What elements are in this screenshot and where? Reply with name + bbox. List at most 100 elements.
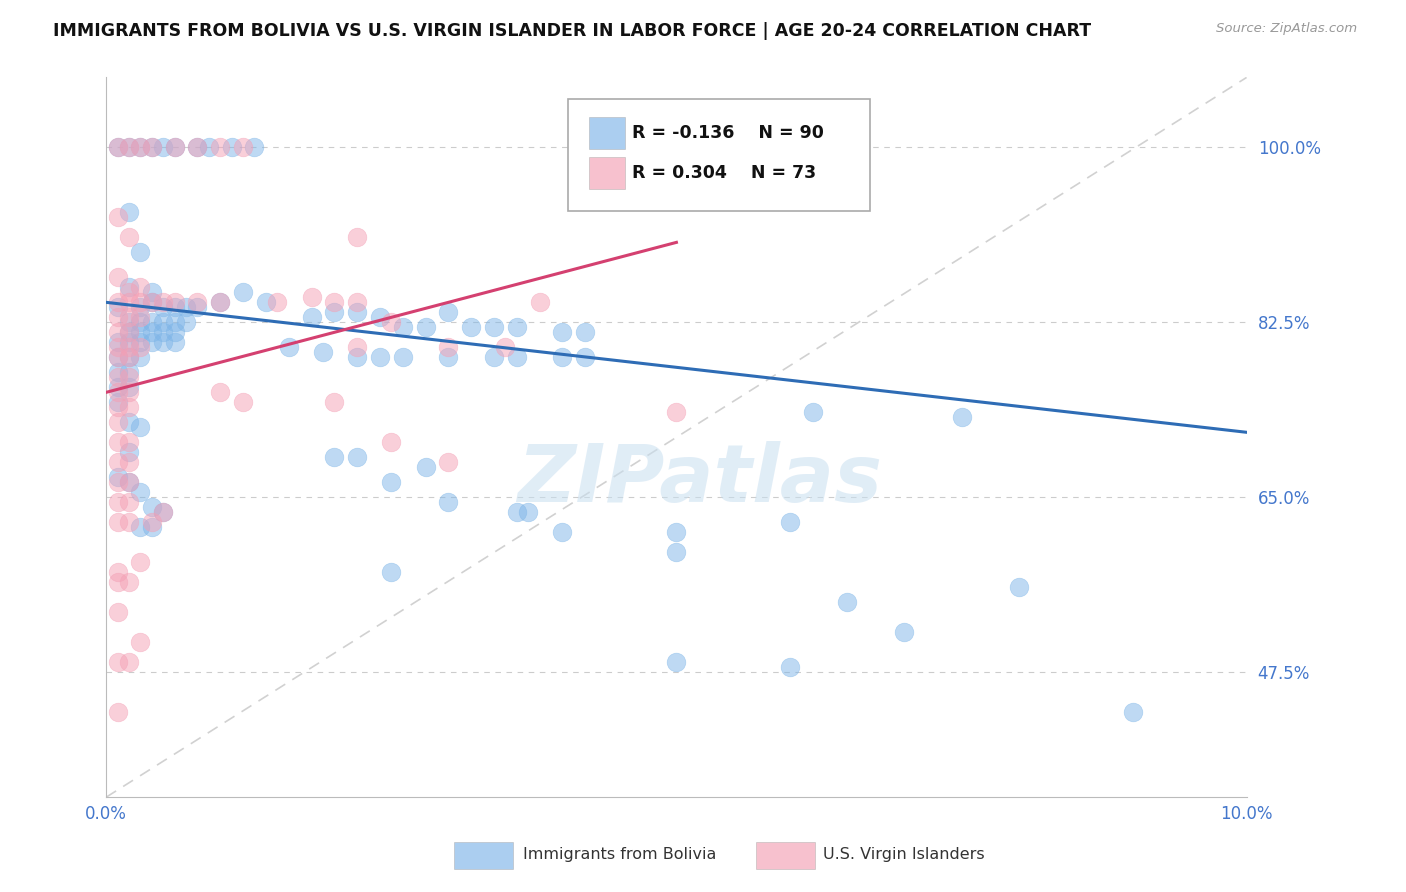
Point <box>232 140 254 154</box>
Point <box>118 315 141 329</box>
Point <box>107 415 129 429</box>
Point <box>346 450 368 465</box>
Text: IMMIGRANTS FROM BOLIVIA VS U.S. VIRGIN ISLANDER IN LABOR FORCE | AGE 20-24 CORRE: IMMIGRANTS FROM BOLIVIA VS U.S. VIRGIN I… <box>53 22 1091 40</box>
Point <box>174 315 197 329</box>
Point <box>779 660 801 674</box>
Point <box>107 455 129 469</box>
Point <box>129 340 152 354</box>
Point <box>312 345 335 359</box>
Point <box>163 315 186 329</box>
Point <box>277 340 299 354</box>
Point <box>209 295 232 310</box>
Point <box>118 475 141 490</box>
Point <box>380 435 402 450</box>
Point <box>346 295 368 310</box>
Point <box>129 315 152 329</box>
Point <box>141 500 163 515</box>
Point <box>118 335 141 350</box>
Point <box>107 566 129 580</box>
Point <box>323 450 346 465</box>
Point <box>551 351 574 365</box>
Point <box>107 475 129 490</box>
Point <box>118 475 141 490</box>
Point <box>141 335 163 350</box>
Point <box>118 205 141 219</box>
Point <box>368 310 391 325</box>
Point <box>779 515 801 529</box>
Point <box>254 295 277 310</box>
Point <box>415 460 437 475</box>
Point <box>107 270 129 285</box>
Point <box>118 415 141 429</box>
Point <box>152 301 174 315</box>
Point <box>107 295 129 310</box>
Point <box>129 351 152 365</box>
Point <box>266 295 288 310</box>
Text: R = 0.304    N = 73: R = 0.304 N = 73 <box>631 164 815 182</box>
Point <box>118 351 141 365</box>
Point <box>893 625 915 640</box>
Point <box>494 340 516 354</box>
Point <box>118 575 141 590</box>
Point <box>391 351 413 365</box>
Point <box>118 401 141 415</box>
Point <box>107 401 129 415</box>
Point <box>163 295 186 310</box>
Point <box>301 310 323 325</box>
Point <box>129 335 152 350</box>
Point <box>129 280 152 294</box>
Point <box>415 320 437 334</box>
Point <box>107 310 129 325</box>
Point <box>118 495 141 509</box>
Point <box>107 385 129 400</box>
FancyBboxPatch shape <box>568 99 870 211</box>
Point <box>107 211 129 225</box>
Point <box>118 285 141 300</box>
Point <box>1007 580 1029 594</box>
Point <box>551 525 574 540</box>
Point <box>346 305 368 319</box>
Point <box>129 326 152 340</box>
Point <box>346 351 368 365</box>
Point <box>232 395 254 409</box>
Point <box>665 405 688 419</box>
Point <box>152 315 174 329</box>
Point <box>198 140 221 154</box>
Point <box>107 365 129 379</box>
Point <box>118 140 141 154</box>
Point <box>950 410 973 425</box>
Point <box>1122 705 1144 719</box>
Point <box>152 335 174 350</box>
Point <box>301 290 323 304</box>
Point <box>437 305 460 319</box>
Point <box>186 140 208 154</box>
Point <box>837 595 859 609</box>
Point <box>107 301 129 315</box>
Point <box>163 140 186 154</box>
Point <box>118 445 141 459</box>
Point <box>107 340 129 354</box>
Point <box>118 370 141 384</box>
Point <box>107 140 129 154</box>
Point <box>186 140 208 154</box>
Point <box>482 320 505 334</box>
Point <box>129 485 152 500</box>
Point <box>665 545 688 559</box>
Point <box>141 140 163 154</box>
Point <box>141 140 163 154</box>
Point <box>323 305 346 319</box>
Point <box>437 340 460 354</box>
Point <box>209 385 232 400</box>
Point <box>107 495 129 509</box>
Point <box>174 301 197 315</box>
Point <box>129 420 152 434</box>
Point <box>163 301 186 315</box>
Point <box>163 326 186 340</box>
Point <box>107 326 129 340</box>
Text: ZIPatlas: ZIPatlas <box>517 442 882 519</box>
Point <box>665 525 688 540</box>
Point <box>118 385 141 400</box>
Point <box>129 310 152 325</box>
Point <box>129 520 152 534</box>
Point <box>118 140 141 154</box>
